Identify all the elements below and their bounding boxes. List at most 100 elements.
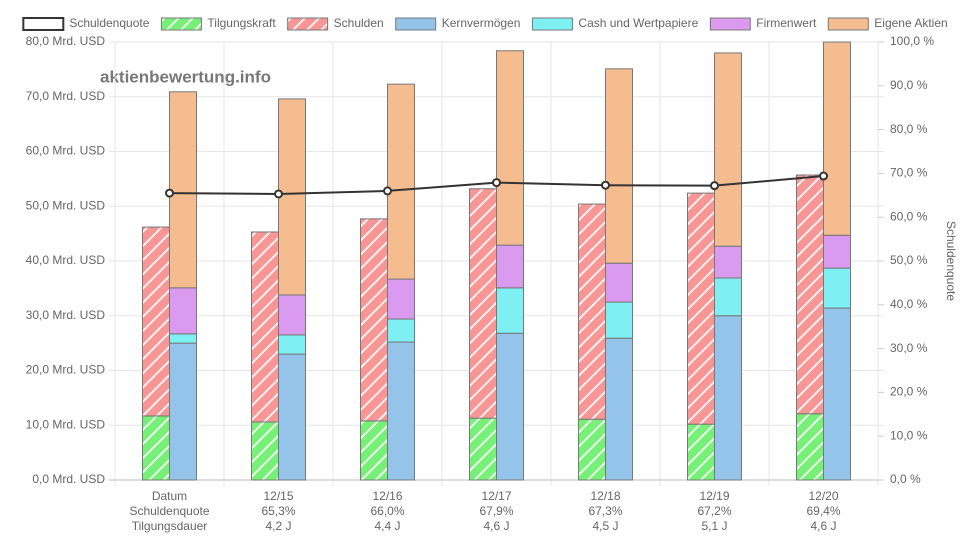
bar-segment [278, 294, 306, 336]
bar-segment [169, 342, 197, 481]
bar-segment [714, 52, 742, 247]
bar-segment [796, 174, 824, 415]
x-tick-label: 5,1 J [701, 519, 727, 533]
x-tick-label: 4,5 J [592, 519, 618, 533]
y2-tick-label: 30,0 % [890, 341, 928, 355]
bar-segment [823, 307, 851, 481]
y2-tick-label: 80,0 % [890, 122, 928, 136]
x-tick-label: 69,4% [806, 504, 840, 518]
legend-item: Tilgungskraft [160, 16, 276, 31]
x-tick-label: 67,9% [479, 504, 513, 518]
bar-segment [360, 218, 388, 422]
watermark: aktienbewertung.info [100, 67, 271, 86]
y-tick-label: 80,0 Mrd. USD [26, 34, 106, 48]
y2-tick-label: 90,0 % [890, 78, 928, 92]
bar-segment [169, 333, 197, 344]
bar-segment [714, 245, 742, 279]
x-tick-label: 67,2% [697, 504, 731, 518]
y2-tick-label: 10,0 % [890, 428, 928, 442]
bar-segment [142, 226, 170, 417]
bar-segment [823, 41, 851, 236]
legend-swatch [22, 17, 65, 31]
x-tick-label: 12/15 [263, 489, 293, 503]
bar-segment [578, 418, 606, 481]
legend-label: Firmenwert [756, 16, 817, 30]
x-tick-label: 4,4 J [374, 519, 400, 533]
bar-segment [496, 50, 524, 246]
legend-label: Schulden [334, 16, 384, 30]
line-point [383, 186, 392, 196]
legend-swatch [287, 17, 329, 31]
y-tick-label: 20,0 Mrd. USD [26, 363, 106, 377]
legend-label: Schuldenquote [69, 16, 149, 30]
legend-label: Eigene Aktien [874, 16, 947, 30]
legend-label: Kernvermögen [442, 16, 521, 30]
x-tick-label: 67,3% [588, 504, 622, 518]
bar-segment [469, 417, 497, 481]
bar-segment [387, 341, 415, 481]
bar-segment [278, 353, 306, 481]
y-tick-label: 60,0 Mrd. USD [26, 144, 106, 158]
legend-swatch [531, 17, 573, 31]
legend-label: Cash und Wertpapiere [578, 16, 698, 30]
line-point [492, 178, 501, 188]
legend-swatch [395, 17, 437, 31]
bar-segment [278, 334, 306, 355]
y-tick-label: 30,0 Mrd. USD [26, 308, 106, 322]
x-tick-label: 12/18 [590, 489, 620, 503]
bar-segment [687, 423, 715, 481]
bar-segment [496, 244, 524, 289]
bar-segment [169, 287, 197, 335]
legend-swatch [827, 17, 869, 31]
y-tick-label: 10,0 Mrd. USD [26, 417, 106, 431]
x-tick-label: Schuldenquote [129, 504, 209, 518]
y2-tick-label: 40,0 % [890, 297, 928, 311]
y-tick-label: 0,0 Mrd. USD [32, 472, 105, 486]
bar-segment [605, 68, 633, 264]
x-tick-label: 4,6 J [483, 519, 509, 533]
line-point [165, 188, 174, 198]
line-point [274, 189, 283, 199]
x-tick-label: 12/17 [481, 489, 511, 503]
bar-segment [142, 415, 170, 481]
bar-segment [169, 91, 197, 289]
legend-item: Kernvermögen [395, 16, 521, 31]
x-tick-label: Datum [152, 489, 187, 503]
x-tick-label: 65,3% [261, 504, 295, 518]
legend-item: Schulden [287, 16, 384, 31]
y2-tick-label: 70,0 % [890, 166, 928, 180]
bar-segment [605, 301, 633, 339]
bar-segment [387, 83, 415, 280]
x-tick-label: 4,6 J [810, 519, 836, 533]
bar-segment [605, 337, 633, 481]
legend-swatch [160, 17, 202, 31]
bar-segment [469, 188, 497, 419]
x-tick-label: 12/19 [699, 489, 729, 503]
legend-label: Tilgungskraft [207, 16, 276, 30]
bar-segment [687, 192, 715, 425]
y2-tick-label: 100,0 % [890, 34, 934, 48]
bar-segment [387, 278, 415, 320]
bar-segment [823, 267, 851, 309]
legend-item: Schuldenquote [22, 16, 150, 31]
line-point [819, 171, 828, 181]
bar-segment [823, 234, 851, 269]
bar-segment [496, 332, 524, 481]
bar-segment [251, 421, 279, 481]
y2-tick-label: 50,0 % [890, 253, 928, 267]
legend-item: Cash und Wertpapiere [531, 16, 699, 31]
bar-segment [605, 262, 633, 303]
bar-segment [714, 315, 742, 481]
x-tick-label: 66,0% [370, 504, 404, 518]
x-tick-label: 12/20 [808, 489, 838, 503]
y2-tick-label: 0,0 % [890, 472, 921, 486]
line-point [601, 180, 610, 190]
y2-tick-label: 60,0 % [890, 209, 928, 223]
bar-segment [578, 203, 606, 420]
bar-segment [251, 231, 279, 423]
legend-item: Firmenwert [709, 16, 817, 31]
x-tick-label: 12/16 [372, 489, 402, 503]
y2-axis-label: Schuldenquote [944, 221, 958, 301]
x-tick-label: 4,2 J [265, 519, 291, 533]
